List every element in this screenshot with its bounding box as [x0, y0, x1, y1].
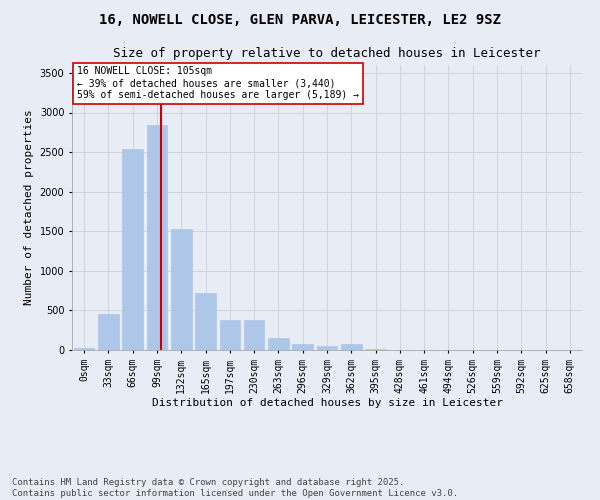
- Text: Contains HM Land Registry data © Crown copyright and database right 2025.
Contai: Contains HM Land Registry data © Crown c…: [12, 478, 458, 498]
- Bar: [146, 125, 167, 350]
- Bar: [98, 314, 119, 350]
- Bar: [317, 346, 337, 350]
- Bar: [292, 344, 313, 350]
- Title: Size of property relative to detached houses in Leicester: Size of property relative to detached ho…: [113, 46, 541, 60]
- Bar: [220, 320, 240, 350]
- Bar: [268, 338, 289, 350]
- Bar: [244, 320, 265, 350]
- Text: 16, NOWELL CLOSE, GLEN PARVA, LEICESTER, LE2 9SZ: 16, NOWELL CLOSE, GLEN PARVA, LEICESTER,…: [99, 12, 501, 26]
- Bar: [122, 149, 143, 350]
- Bar: [171, 229, 191, 350]
- Bar: [74, 348, 94, 350]
- Bar: [195, 293, 216, 350]
- X-axis label: Distribution of detached houses by size in Leicester: Distribution of detached houses by size …: [151, 398, 503, 408]
- Y-axis label: Number of detached properties: Number of detached properties: [24, 110, 34, 306]
- Bar: [341, 344, 362, 350]
- Bar: [365, 349, 386, 350]
- Text: 16 NOWELL CLOSE: 105sqm
← 39% of detached houses are smaller (3,440)
59% of semi: 16 NOWELL CLOSE: 105sqm ← 39% of detache…: [77, 66, 359, 100]
